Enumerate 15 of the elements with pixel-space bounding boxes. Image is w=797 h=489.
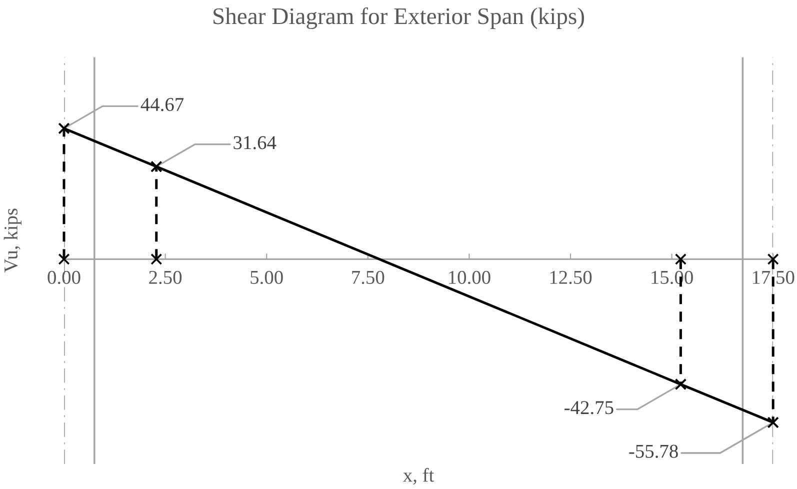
x-tick-label: 0.00 xyxy=(48,270,80,284)
chart-title: Shear Diagram for Exterior Span (kips) xyxy=(214,7,584,30)
x-tick-label: 10.00 xyxy=(449,270,490,284)
x-tick-label: 7.50 xyxy=(352,270,384,284)
y-axis-title: Vu, kips xyxy=(4,208,22,272)
data-label: 31.64 xyxy=(234,136,276,150)
x-tick-label: 12.50 xyxy=(550,270,592,284)
data-label: -42.75 xyxy=(564,401,614,414)
data-label: 44.67 xyxy=(140,98,184,112)
x-tick-label: 15.00 xyxy=(652,270,693,284)
data-label: -55.78 xyxy=(629,444,678,458)
x-tick-label: 17.50 xyxy=(752,270,794,284)
x-tick-label: 2.50 xyxy=(149,270,182,284)
x-tick-label: 5.00 xyxy=(250,270,283,284)
x-axis-title: x, ft xyxy=(403,468,434,485)
